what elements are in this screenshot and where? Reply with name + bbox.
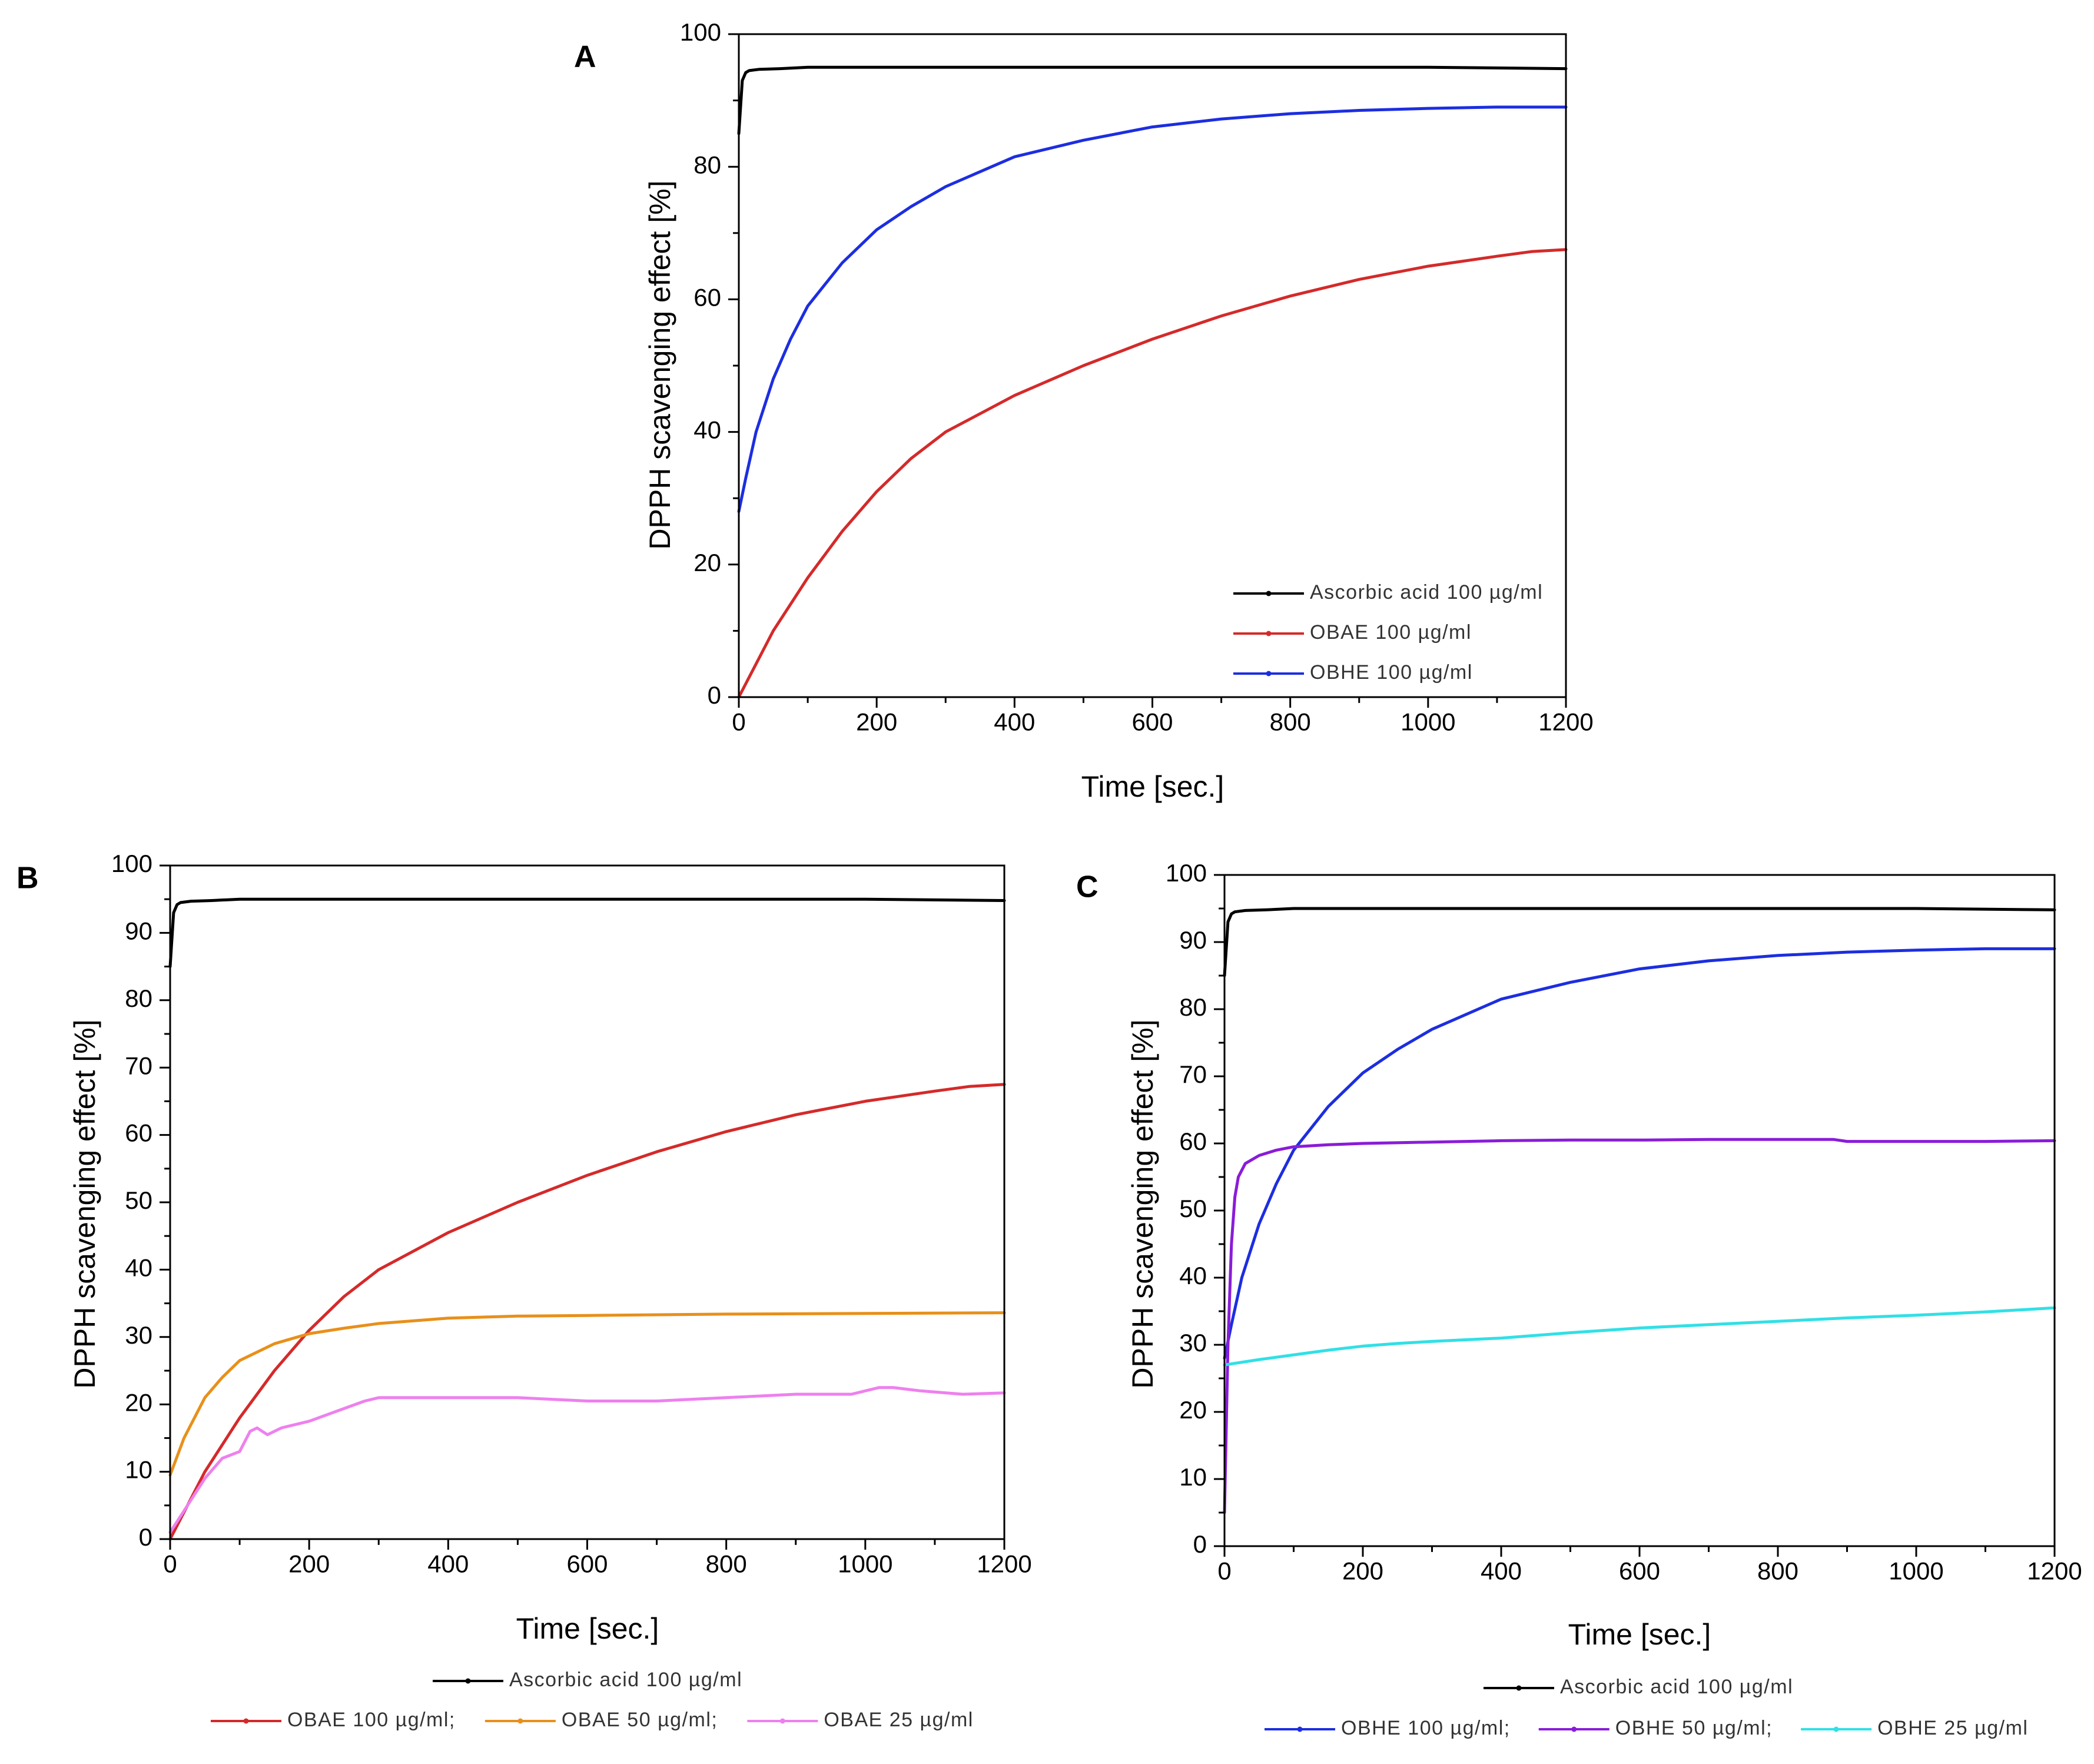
y-tick-label: 30 [1179,1329,1207,1357]
x-tick-label: 600 [566,1550,608,1577]
y-tick-label: 0 [1193,1530,1207,1558]
y-axis-label: DPPH scavenging effect [%] [643,180,676,549]
panel-label: B [16,861,39,896]
y-tick-label: 60 [693,283,721,311]
y-tick-label: 0 [708,681,721,709]
y-tick-label: 20 [693,549,721,576]
series-line-obae-100-g-ml [168,1083,1006,1541]
x-tick-label: 1000 [1889,1557,1943,1584]
y-tick-label: 80 [125,984,152,1012]
legend-label-0: Ascorbic acid 100 µg/ml [509,1669,742,1691]
y-tick-label: 30 [125,1321,152,1349]
legend-marker [1571,1726,1577,1732]
y-tick-label: 90 [125,917,152,944]
y-tick-label: 10 [125,1456,152,1484]
y-tick-label: 80 [1179,993,1207,1021]
y-tick-label: 90 [1179,926,1207,954]
plot-frame [169,864,1005,1540]
y-tick-label: 100 [680,18,721,46]
y-tick-label: 70 [1179,1060,1207,1088]
legend-marker [517,1718,523,1724]
y-tick-label: 60 [1179,1128,1207,1155]
legend-marker [465,1678,471,1684]
y-axis-label: DPPH scavenging effect [%] [68,1019,101,1388]
legend-label-2: OBAE 50 µg/ml; [562,1709,718,1731]
y-tick-label: 50 [125,1186,152,1214]
x-tick-label: 1200 [977,1550,1031,1577]
legend-marker [1516,1685,1522,1691]
series-line-obhe-50-g-ml [1223,1138,2056,1514]
x-axis-label: Time [sec.] [1081,770,1224,803]
legend-marker [1266,671,1272,677]
y-tick-label: 40 [125,1254,152,1281]
legend-marker [1297,1726,1303,1732]
y-tick-label: 100 [1166,859,1207,887]
x-tick-label: 1200 [2027,1557,2082,1584]
x-tick-label: 400 [994,708,1035,735]
plot-frame [1223,874,2056,1547]
legend-label-3: OBHE 25 µg/ml [1877,1717,2028,1739]
x-tick-label: 200 [856,708,897,735]
x-tick-label: 800 [1757,1557,1798,1584]
x-tick-label: 1200 [1538,708,1593,735]
x-tick-label: 200 [288,1550,330,1577]
legend-label-2: OBHE 100 µg/ml [1310,661,1473,684]
legend-label-0: Ascorbic acid 100 µg/ml [1560,1676,1793,1698]
series-line-obhe-25-g-ml [1223,1306,2056,1367]
x-tick-label: 1000 [1401,708,1455,735]
series-line-obhe-100-g-ml [737,105,1568,513]
series-line-ascorbic-acid-100-g-ml [168,897,1006,969]
y-tick-label: 20 [125,1388,152,1416]
y-tick-label: 20 [1179,1396,1207,1424]
x-tick-label: 1000 [838,1550,892,1577]
x-tick-label: 600 [1619,1557,1660,1584]
series-line-ascorbic-acid-100-g-ml [1223,907,2056,977]
legend-label-1: OBAE 100 µg/ml; [287,1709,456,1731]
panel-label: C [1076,870,1099,904]
y-tick-label: 40 [693,416,721,444]
x-tick-label: 200 [1342,1557,1383,1584]
legend-marker [243,1718,249,1724]
legend-label-1: OBAE 100 µg/ml [1310,621,1472,644]
legend-marker [1833,1726,1839,1732]
x-tick-label: 600 [1131,708,1173,735]
legend-marker [1266,631,1272,636]
x-tick-label: 800 [706,1550,747,1577]
x-tick-label: 0 [732,708,745,735]
y-tick-label: 0 [139,1523,152,1551]
y-tick-label: 70 [125,1052,152,1079]
series-line-obae-25-g-ml [168,1386,1006,1534]
y-tick-label: 80 [693,151,721,178]
legend-label-1: OBHE 100 µg/ml; [1341,1717,1511,1739]
y-axis-label: DPPH scavenging effect [%] [1126,1019,1159,1388]
legend-label-3: OBAE 25 µg/ml [824,1709,974,1731]
legend-marker [1266,591,1272,596]
series-line-obae-100-g-ml [737,248,1568,699]
y-tick-label: 10 [1179,1463,1207,1491]
legend-label-0: Ascorbic acid 100 µg/ml [1310,581,1543,604]
series-line-obae-50-g-ml [168,1311,1006,1477]
series-line-obhe-100-g-ml [1223,947,2056,1360]
legend-marker [779,1718,785,1724]
panel-label: A [574,40,596,74]
x-axis-label: Time [sec.] [1568,1618,1711,1651]
x-tick-label: 0 [1217,1557,1231,1584]
y-tick-label: 40 [1179,1262,1207,1289]
x-tick-label: 400 [427,1550,469,1577]
legend-label-2: OBHE 50 µg/ml; [1615,1717,1773,1739]
y-tick-label: 100 [111,850,152,877]
x-axis-label: Time [sec.] [516,1612,659,1645]
x-tick-label: 0 [163,1550,177,1577]
x-tick-label: 400 [1481,1557,1522,1584]
y-tick-label: 60 [125,1119,152,1147]
series-line-ascorbic-acid-100-g-ml [737,65,1568,135]
x-tick-label: 800 [1270,708,1311,735]
y-tick-label: 50 [1179,1195,1207,1222]
